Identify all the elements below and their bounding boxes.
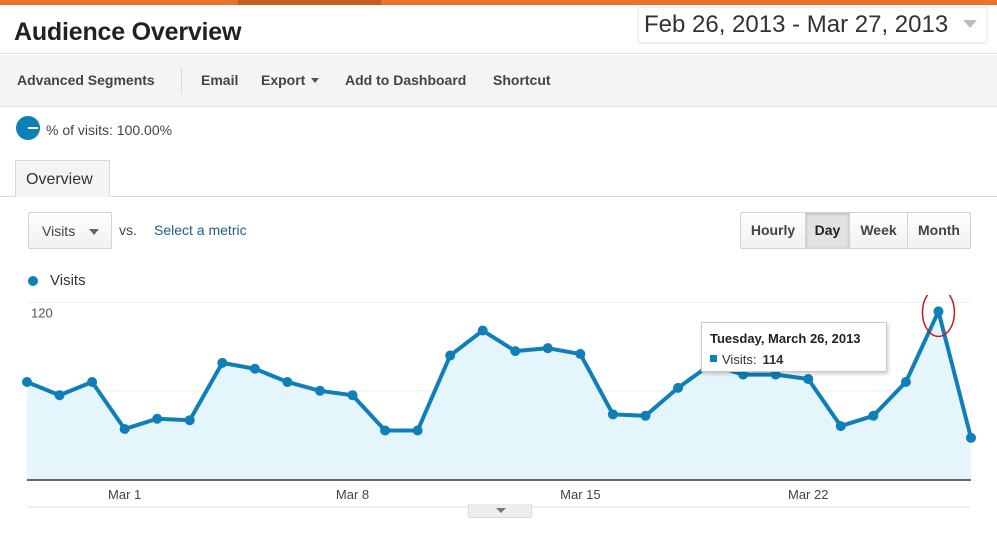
x-tick-label: Mar 8 xyxy=(336,487,369,502)
report-header: Audience Overview Feb 26, 2013 - Mar 27,… xyxy=(0,5,997,54)
data-point xyxy=(966,432,976,443)
x-tick-label: Mar 22 xyxy=(788,487,828,502)
caret-down-icon xyxy=(311,78,320,83)
data-point xyxy=(575,349,586,360)
tooltip-metric-label: Visits: xyxy=(722,352,757,367)
data-point xyxy=(314,385,325,396)
data-point xyxy=(900,376,911,387)
tab-overview-label: Overview xyxy=(26,171,93,188)
data-point xyxy=(477,325,488,336)
hourly-button[interactable]: Hourly xyxy=(741,213,806,248)
tabs-divider xyxy=(0,196,997,197)
data-point xyxy=(119,424,130,435)
chevron-down-icon xyxy=(89,229,99,235)
data-point xyxy=(673,382,684,393)
export-button[interactable]: Export xyxy=(261,72,320,88)
date-range-label: Feb 26, 2013 - Mar 27, 2013 xyxy=(644,11,949,38)
data-point xyxy=(510,346,521,357)
data-point xyxy=(835,421,846,432)
data-point xyxy=(868,410,879,421)
tooltip-date: Tuesday, March 26, 2013 xyxy=(710,331,861,346)
data-point xyxy=(738,369,749,380)
pie-chart-icon xyxy=(16,116,40,140)
data-point xyxy=(22,376,32,387)
x-tick-label: Mar 1 xyxy=(108,487,141,502)
data-point xyxy=(184,415,195,426)
legend-label-visits: Visits xyxy=(50,272,86,289)
page-title: Audience Overview xyxy=(14,18,242,46)
shortcut-button[interactable]: Shortcut xyxy=(493,72,551,88)
chart-tooltip: Tuesday, March 26, 2013 Visits: 114 xyxy=(701,322,887,372)
tooltip-metric: Visits: 114 xyxy=(722,352,783,367)
add-to-dashboard-button[interactable]: Add to Dashboard xyxy=(345,72,467,88)
export-label: Export xyxy=(261,72,306,88)
series-line-visits xyxy=(25,309,973,440)
expand-chart-toggle[interactable] xyxy=(468,504,532,518)
tooltip-metric-value: 114 xyxy=(762,352,784,367)
tooltip-series-swatch xyxy=(710,355,717,362)
top-accent-bar xyxy=(0,0,997,5)
segment-summary: % of visits: 100.00% xyxy=(0,107,997,157)
data-point xyxy=(607,409,618,420)
granularity-toggle: Hourly Day Week Month xyxy=(740,212,971,249)
top-active-tab-indicator xyxy=(238,0,381,5)
toolbar-divider xyxy=(181,68,182,94)
email-button[interactable]: Email xyxy=(201,72,239,88)
data-point xyxy=(640,410,651,421)
data-point xyxy=(249,363,260,374)
data-point xyxy=(445,350,456,361)
metric-dropdown[interactable]: Visits xyxy=(28,212,112,249)
data-point xyxy=(803,374,814,385)
data-point xyxy=(87,376,98,387)
date-range-picker[interactable]: Feb 26, 2013 - Mar 27, 2013 xyxy=(638,7,987,43)
week-button[interactable]: Week xyxy=(850,213,908,248)
select-metric-link[interactable]: Select a metric xyxy=(154,222,247,238)
data-point xyxy=(282,376,293,387)
vs-label: vs. xyxy=(119,222,137,238)
tab-overview[interactable]: Overview xyxy=(15,160,110,197)
data-point xyxy=(380,425,391,436)
segment-percentage: % of visits: 100.00% xyxy=(46,122,173,138)
data-point xyxy=(217,357,228,368)
data-point xyxy=(347,390,358,401)
chevron-down-icon xyxy=(963,20,977,28)
report-toolbar: Advanced Segments Email Export Add to Da… xyxy=(0,55,997,107)
series-area-visits xyxy=(27,311,971,479)
metric-dropdown-label: Visits xyxy=(42,223,76,239)
highlight-circle xyxy=(921,295,956,338)
data-point xyxy=(412,425,423,436)
data-point xyxy=(152,413,163,424)
day-button[interactable]: Day xyxy=(806,213,850,248)
legend-marker xyxy=(28,276,38,286)
month-button[interactable]: Month xyxy=(918,222,960,238)
advanced-segments-button[interactable]: Advanced Segments xyxy=(17,72,155,88)
data-point xyxy=(54,390,65,401)
data-point xyxy=(933,306,944,317)
x-tick-label: Mar 15 xyxy=(560,487,600,502)
data-point xyxy=(770,369,781,380)
y-tick-label: 120 xyxy=(31,306,53,321)
data-point xyxy=(542,343,553,354)
